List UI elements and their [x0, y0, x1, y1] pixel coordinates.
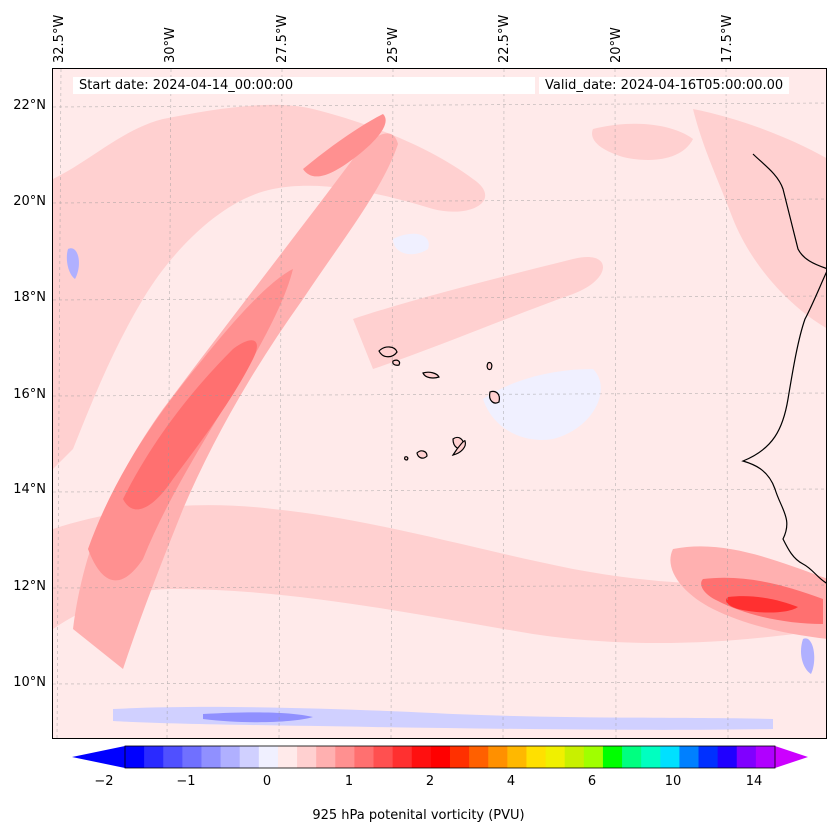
- colorbar-cell: [277, 746, 298, 768]
- pv-contour-light-nw: [53, 104, 486, 470]
- colorbar-cell: [239, 746, 260, 768]
- longitude-label: 17.5°W: [720, 14, 735, 63]
- colorbar-tick-label: 2: [425, 774, 435, 789]
- longitude-label: 22.5°W: [497, 14, 512, 63]
- latitude-label: 16°N: [13, 387, 46, 402]
- colorbar-tick-label: −1: [176, 774, 196, 789]
- colorbar-tick-label: −2: [94, 774, 114, 789]
- colorbar-cell: [258, 746, 279, 768]
- pv-negative-core-south: [203, 712, 313, 723]
- colorbar-cell: [297, 746, 317, 768]
- pv-ridge-core: [123, 340, 257, 510]
- cape-verde-islands: [378, 346, 500, 461]
- latitude-label: 20°N: [13, 194, 46, 209]
- colorbar-cell: [660, 746, 680, 768]
- colorbar-cell: [316, 746, 336, 768]
- potential-vorticity-map: [53, 69, 826, 738]
- africa-coastline: [741, 271, 826, 584]
- pv-contour-light-north: [592, 123, 693, 160]
- longitude-label: 20°W: [609, 27, 624, 63]
- africa-coastline-north: [752, 153, 826, 269]
- colorbar-tick-label: 14: [745, 774, 763, 789]
- colorbar-outline: [124, 745, 776, 769]
- colorbar-cell: [125, 746, 145, 768]
- pv-negative-patch-west: [66, 248, 79, 279]
- longitude-label: 32.5°W: [52, 14, 67, 63]
- colorbar-cell: [373, 746, 394, 768]
- colorbar-cell: [641, 746, 661, 768]
- pv-contour-light-south: [53, 505, 826, 644]
- pv-contour-light-center: [353, 257, 603, 369]
- colorbar-max-extension: [775, 746, 808, 768]
- colorbar-cell: [717, 746, 738, 768]
- graticule: [53, 69, 826, 738]
- colorbar-tick-label: 0: [262, 774, 272, 789]
- latitude-label: 10°N: [13, 675, 46, 690]
- colorbar-cell: [182, 746, 202, 768]
- colorbar-cell: [526, 746, 547, 768]
- longitude-label: 27.5°W: [275, 14, 290, 63]
- valid-date-label: Valid_date: 2024-04-16T05:00:00.00: [539, 77, 790, 94]
- map-panel: Start date: 2024-04-14_00:00:00 Valid_da…: [52, 68, 827, 739]
- colorbar-cell: [220, 746, 241, 768]
- colorbar-tick-label: 6: [587, 774, 597, 789]
- colorbar: [72, 745, 808, 769]
- colorbar-cell: [564, 746, 585, 768]
- pv-anomaly-se-core: [726, 596, 798, 613]
- pv-ridge-outer: [73, 133, 398, 670]
- colorbar-cell: [450, 746, 470, 768]
- start-date-label: Start date: 2024-04-14_00:00:00: [73, 77, 535, 94]
- colorbar-cell: [411, 746, 432, 768]
- pv-negative-patch-center: [393, 233, 429, 255]
- colorbar-cell: [507, 746, 527, 768]
- pv-contour-light-ne: [693, 109, 826, 328]
- colorbar-cell: [698, 746, 719, 768]
- pv-ridge-north-tip: [303, 114, 386, 177]
- colorbar-cell: [755, 746, 776, 768]
- colorbar-cell: [622, 746, 642, 768]
- colorbar-cell: [583, 746, 604, 768]
- colorbar-cell: [679, 746, 700, 768]
- pv-negative-patch-se: [800, 638, 815, 674]
- colorbar-tick-label: 1: [344, 774, 354, 789]
- colorbar-title: 925 hPa potenital vorticity (PVU): [312, 808, 525, 823]
- colorbar-cell: [392, 746, 413, 768]
- colorbar-cell: [163, 746, 183, 768]
- colorbar-cell: [430, 746, 451, 768]
- colorbar-tick-label: 4: [506, 774, 516, 789]
- colorbar-cell: [736, 746, 757, 768]
- pv-negative-band-south: [113, 706, 773, 730]
- colorbar-tick-label: 10: [664, 774, 682, 789]
- colorbar-cell: [354, 746, 375, 768]
- colorbar-cell: [201, 746, 222, 768]
- colorbar-cell: [545, 746, 566, 768]
- colorbar-cell: [335, 746, 355, 768]
- latitude-label: 18°N: [13, 290, 46, 305]
- pv-negative-patch-east: [483, 369, 601, 440]
- longitude-label: 25°W: [386, 27, 401, 63]
- colorbar-min-extension: [72, 746, 125, 768]
- longitude-label: 30°W: [163, 27, 178, 63]
- latitude-label: 12°N: [13, 579, 46, 594]
- colorbar-cell: [144, 746, 164, 768]
- latitude-label: 22°N: [13, 98, 46, 113]
- colorbar-cell: [488, 746, 508, 768]
- colorbar-cell: [602, 746, 623, 768]
- colorbar-cell: [469, 746, 489, 768]
- latitude-label: 14°N: [13, 482, 46, 497]
